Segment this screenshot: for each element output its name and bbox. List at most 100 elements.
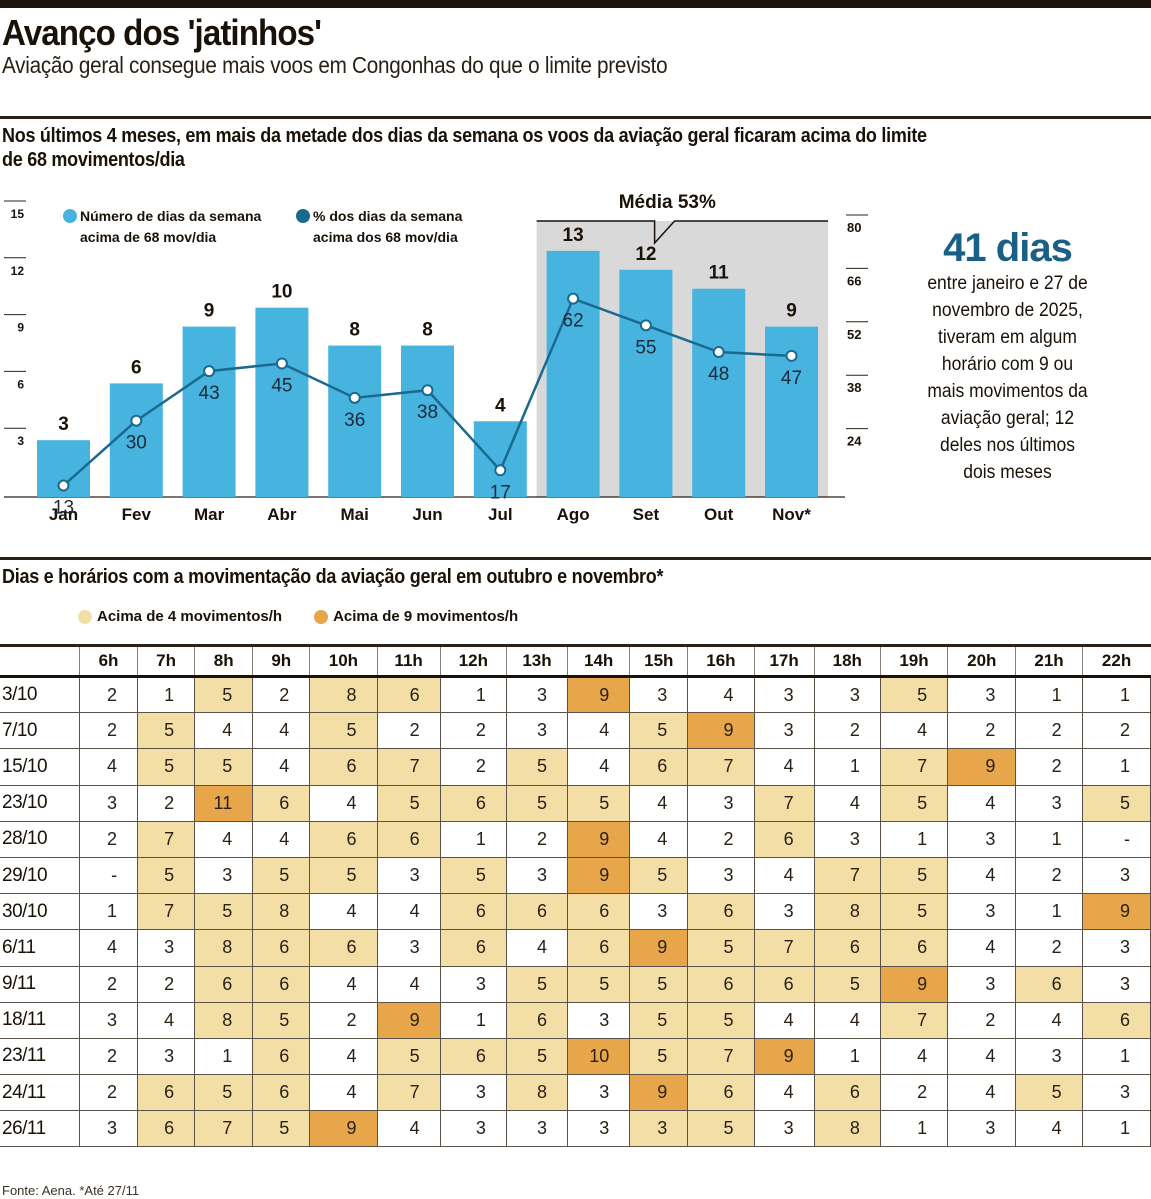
movement-cell: 4	[813, 1001, 881, 1039]
percent-point	[712, 346, 725, 359]
movement-cell: 6	[252, 965, 311, 1003]
percent-point	[421, 384, 434, 397]
movement-cell: 6	[439, 784, 507, 822]
callout-line: mais movimentos da	[927, 381, 1088, 402]
movement-cell: 2	[78, 820, 139, 858]
callout-line: entre janeiro e 27 de	[927, 273, 1088, 294]
movement-cell: 6	[567, 929, 631, 967]
movement-cell: 5	[137, 856, 196, 895]
x-tick-label: Jan	[49, 505, 78, 524]
movement-cell: 5	[567, 965, 631, 1003]
x-tick-label: Mar	[194, 505, 225, 524]
callout-line: deles nos últimos	[939, 435, 1076, 456]
callout-text: entre janeiro e 27 de novembro de 2025, ti…	[904, 270, 1111, 486]
legend-line-dot-icon	[296, 209, 310, 223]
x-tick-label: Out	[704, 505, 734, 524]
x-tick-label: Mai	[341, 505, 369, 524]
movement-cell: 2	[439, 712, 507, 750]
movement-cell: 6	[505, 1001, 569, 1039]
date-label: 23/11	[0, 1037, 80, 1076]
movement-cell: 3	[376, 856, 441, 895]
table-row: 7/10 2 5 4 4 5 2 2 3 4 5 9 3 2 4 2 2 2	[0, 712, 1151, 750]
legend-bar-dot-icon	[63, 209, 77, 223]
movement-cell: 2	[947, 712, 1017, 750]
movement-cell: 3	[505, 1110, 569, 1148]
legend-label: acima dos 68 mov/dia	[313, 229, 458, 245]
bar-out	[692, 288, 746, 497]
hour-header: 19h	[879, 644, 948, 678]
movement-cell: 5	[505, 1037, 569, 1076]
movement-cell: 5	[879, 893, 949, 931]
legend-label: acima de 68 mov/dia	[80, 229, 216, 245]
legend-label: Acima de 9 movimentos/h	[333, 608, 519, 625]
percent-value-label: 38	[417, 402, 438, 423]
movement-cell: 4	[1015, 1110, 1083, 1148]
movement-cell: 5	[309, 712, 378, 750]
movement-cell: 5	[879, 675, 949, 714]
right-tick-label: 52	[847, 327, 861, 342]
percent-value-label: 45	[271, 376, 292, 397]
movement-cell: 4	[78, 748, 139, 786]
movement-cell: 2	[137, 965, 196, 1003]
callout-line: dois meses	[963, 462, 1052, 483]
movement-cell: 2	[78, 1037, 139, 1076]
date-label: 24/11	[0, 1074, 80, 1112]
movement-cell: 5	[194, 893, 254, 931]
legend-label: Número de dias da semana	[80, 208, 262, 224]
date-label: 23/10	[0, 784, 80, 822]
movement-cell: 5	[1081, 784, 1151, 822]
movement-cell: 6	[1081, 1001, 1151, 1039]
movement-cell: 5	[1015, 1074, 1083, 1112]
movement-cell: 6	[252, 929, 311, 967]
movement-cell: 5	[629, 1037, 689, 1076]
movement-cell: 6	[753, 965, 815, 1003]
movement-cell: -	[1081, 820, 1151, 858]
movement-cell: 5	[567, 784, 631, 822]
movement-cell: 4	[879, 712, 949, 750]
bar-value-label: 3	[58, 414, 69, 435]
movement-cell: 3	[753, 675, 815, 714]
movement-cell: 2	[78, 1074, 139, 1112]
hour-header: 21h	[1015, 644, 1083, 678]
movement-cell: 6	[687, 893, 755, 931]
date-label: 9/11	[0, 965, 80, 1003]
movement-cell: 6	[252, 784, 311, 822]
movement-cell: 3	[1081, 965, 1151, 1003]
movement-cell: 1	[1081, 748, 1151, 786]
table-row: 23/11 2 3 1 6 4 5 6 5 10 5 7 9 1 4 4 3 1	[0, 1037, 1151, 1076]
percent-point	[639, 319, 652, 332]
movement-cell: 4	[1015, 1001, 1083, 1039]
x-tick-label: Set	[633, 505, 660, 524]
light-dot-icon	[78, 609, 92, 624]
movement-cell: 3	[947, 820, 1017, 858]
table-legend: Acima de 4 movimentos/h Acima de 9 movim…	[78, 608, 518, 625]
bar-jun	[401, 345, 454, 497]
movement-cell: 1	[1015, 675, 1083, 714]
movement-cell: 6	[813, 929, 881, 967]
movement-cell: 4	[947, 856, 1017, 895]
movement-cell: 4	[309, 1074, 378, 1112]
hour-header: 11h	[376, 644, 441, 678]
movement-cell: 2	[687, 820, 755, 858]
movement-cell: 4	[376, 965, 441, 1003]
movement-cell: 3	[753, 1110, 815, 1148]
movement-cell: 4	[753, 748, 815, 786]
movement-cell: 1	[1081, 1110, 1151, 1148]
movement-cell: 8	[194, 1001, 254, 1039]
movement-cell: 4	[137, 1001, 196, 1039]
date-label: 15/10	[0, 748, 80, 786]
section-rule	[0, 116, 1151, 119]
movement-cell: 1	[1015, 893, 1083, 931]
movement-cell: 5	[194, 748, 254, 786]
percent-point	[203, 365, 216, 378]
movement-cell: 6	[376, 820, 441, 858]
hour-header: 9h	[252, 644, 310, 678]
movement-cell: 3	[505, 712, 569, 750]
date-label: 26/11	[0, 1110, 80, 1148]
movement-cell: 8	[813, 893, 881, 931]
movement-cell: 3	[439, 965, 507, 1003]
percent-value-label: 36	[344, 410, 365, 431]
movement-cell: 3	[629, 675, 689, 714]
percent-value-label: 62	[563, 311, 584, 332]
